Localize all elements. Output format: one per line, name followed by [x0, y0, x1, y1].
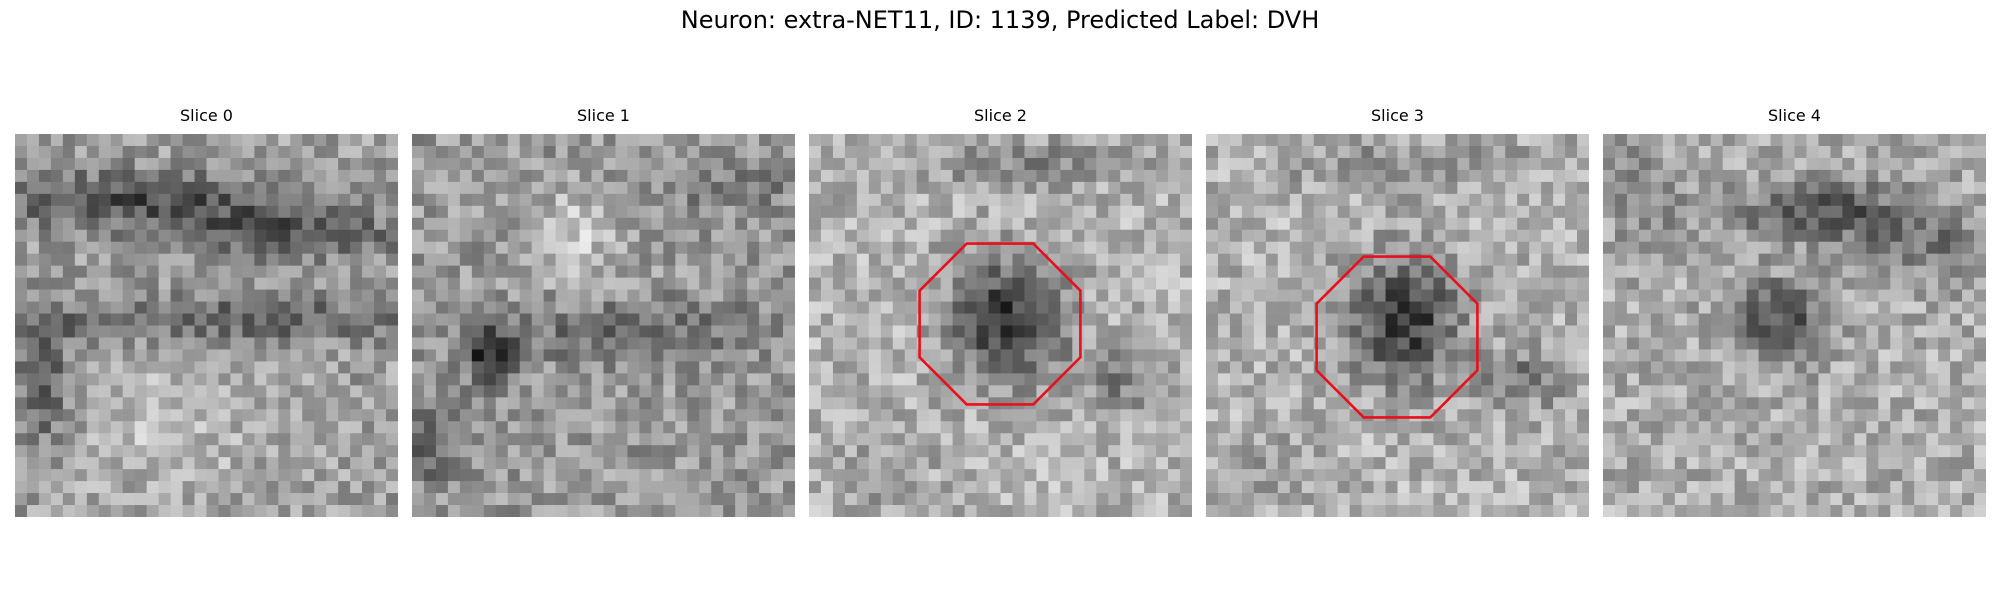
slice-title: Slice 2 [809, 106, 1192, 125]
slice-title: Slice 3 [1206, 106, 1589, 125]
slice-image-0 [15, 134, 398, 517]
slice-title: Slice 0 [15, 106, 398, 125]
slice-image-1 [412, 134, 795, 517]
slice-title: Slice 4 [1603, 106, 1986, 125]
slice-image-4 [1603, 134, 1986, 517]
figure-title: Neuron: extra-NET11, ID: 1139, Predicted… [0, 6, 2000, 34]
slice-title: Slice 1 [412, 106, 795, 125]
slice-image-2 [809, 134, 1192, 517]
slice-image-3 [1206, 134, 1589, 517]
